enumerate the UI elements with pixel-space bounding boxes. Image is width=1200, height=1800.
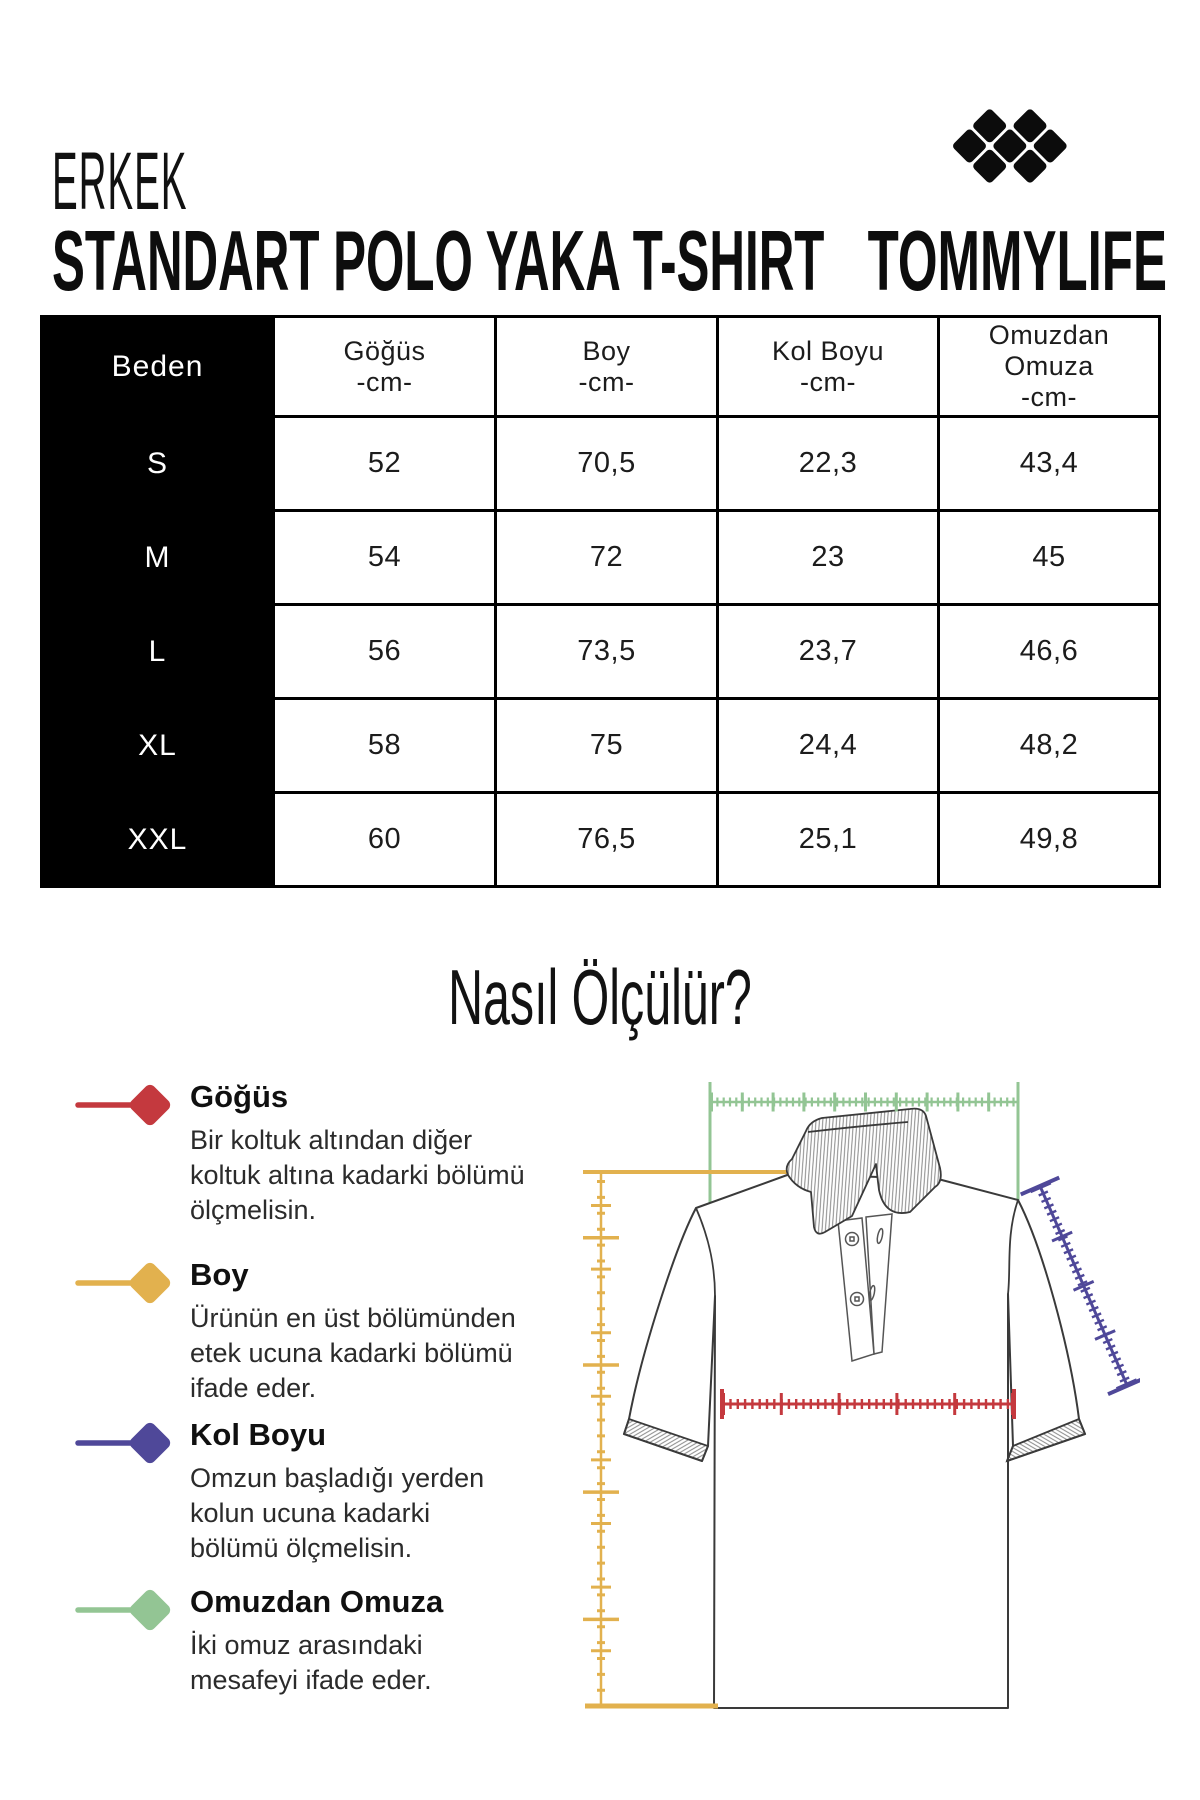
section-title-text: Nasıl Ölçülür? [448, 953, 752, 1041]
legend-description-line: koltuk altına kadarki bölümü [190, 1160, 525, 1190]
legend-description-line: Bir koltuk altından diğer [190, 1125, 473, 1155]
placket-left-strip [837, 1217, 875, 1362]
column-header-boy: Boy -cm- [494, 315, 719, 418]
value-cell: 54 [272, 509, 497, 606]
green-diamond-icon [75, 1589, 171, 1631]
collar-hatch [785, 1107, 942, 1235]
column-header-gogus: Göğüs -cm- [272, 315, 497, 418]
column-header-kol-boyu: Kol Boyu -cm- [716, 315, 940, 418]
value-cell: 22,3 [716, 415, 940, 512]
value-cell: 73,5 [494, 603, 719, 700]
placket-right-strip [865, 1213, 893, 1355]
page-title-text: STANDART POLO YAKA T-SHIRT [52, 214, 825, 309]
size-cell: XL [40, 697, 275, 794]
value-cell: 49,8 [937, 791, 1161, 888]
size-column-header: Beden [40, 315, 275, 418]
legend-description-line: etek ucuna kadarki bölümü [190, 1338, 513, 1368]
table-row: XL 58 75 24,4 48,2 [40, 697, 1161, 794]
size-cell: M [40, 509, 275, 606]
page-title: STANDART POLO YAKA T-SHIRT [52, 218, 1200, 306]
section-title: Nasıl Ölçülür? [0, 956, 1200, 1038]
value-cell: 72 [494, 509, 719, 606]
legend-title: Göğüs [190, 1079, 289, 1114]
yellow-diamond-icon [75, 1262, 171, 1304]
chest-ruler [720, 1389, 1016, 1419]
buttonhole [868, 1284, 876, 1302]
collar-fold-line [807, 1121, 909, 1133]
left-armhole-seam [695, 1207, 716, 1297]
category-label: ERKEK [52, 140, 340, 224]
size-table: Beden Göğüs -cm- Boy -cm- Kol Boyu -cm- … [40, 315, 1161, 888]
legend-description-line: Omzun başladığı yerden [190, 1463, 485, 1493]
table-row: S 52 70,5 22,3 43,4 [40, 415, 1161, 512]
right-cuff [1005, 1417, 1087, 1463]
value-cell: 23,7 [716, 603, 940, 700]
legend-title: Kol Boyu [190, 1417, 327, 1452]
table-header-row: Beden Göğüs -cm- Boy -cm- Kol Boyu -cm- … [40, 315, 1161, 418]
button-detail [854, 1296, 860, 1302]
value-cell: 24,4 [716, 697, 940, 794]
value-cell: 48,2 [937, 697, 1161, 794]
table-row: XXL 60 76,5 25,1 49,8 [40, 791, 1161, 888]
legend-title: Omuzdan Omuza [190, 1584, 444, 1619]
polo-shirt-drawing [622, 1107, 1087, 1709]
legend-description-line: Ürünün en üst bölümünden [190, 1303, 516, 1333]
column-header-omuzdan-omuza: Omuzdan Omuza -cm- [937, 315, 1161, 418]
measurement-diagram [583, 1082, 1140, 1709]
legend-description-line: bölümü ölçmelisin. [190, 1533, 413, 1563]
value-cell: 76,5 [494, 791, 719, 888]
size-cell: XXL [40, 791, 275, 888]
value-cell: 58 [272, 697, 497, 794]
value-cell: 56 [272, 603, 497, 700]
size-cell: L [40, 603, 275, 700]
diamond-pattern-icon [953, 109, 1067, 183]
brand-name-text: TOMMYLIFE [867, 214, 1167, 309]
legend-description-line: ölçmelisin. [190, 1195, 317, 1225]
left-cuff [622, 1417, 710, 1463]
right-armhole-seam [1007, 1199, 1019, 1295]
button-detail [849, 1236, 855, 1242]
purple-diamond-icon [75, 1422, 171, 1464]
brand-name: TOMMYLIFE [668, 218, 1167, 306]
legend-description-line: mesafeyi ifade eder. [190, 1665, 432, 1695]
buttonhole [876, 1227, 884, 1245]
legend-description-line: ifade eder. [190, 1373, 317, 1403]
legend-title: Boy [190, 1257, 249, 1292]
category-label-text: ERKEK [52, 136, 188, 227]
sleeve-ruler [1019, 1175, 1140, 1397]
value-cell: 60 [272, 791, 497, 888]
value-cell: 25,1 [716, 791, 940, 888]
value-cell: 46,6 [937, 603, 1161, 700]
value-cell: 52 [272, 415, 497, 512]
table-row: L 56 73,5 23,7 46,6 [40, 603, 1161, 700]
value-cell: 45 [937, 509, 1161, 606]
size-cell: S [40, 415, 275, 512]
value-cell: 70,5 [494, 415, 719, 512]
value-cell: 75 [494, 697, 719, 794]
table-row: M 54 72 23 45 [40, 509, 1161, 606]
legend-description-line: İki omuz arasındaki [190, 1630, 423, 1660]
length-ruler [583, 1172, 718, 1709]
legend-description-line: kolun ucuna kadarki [190, 1498, 431, 1528]
brand-logo [953, 109, 1067, 183]
shirt-body [623, 1173, 1086, 1709]
value-cell: 43,4 [937, 415, 1161, 512]
red-diamond-icon [75, 1084, 171, 1126]
value-cell: 23 [716, 509, 940, 606]
